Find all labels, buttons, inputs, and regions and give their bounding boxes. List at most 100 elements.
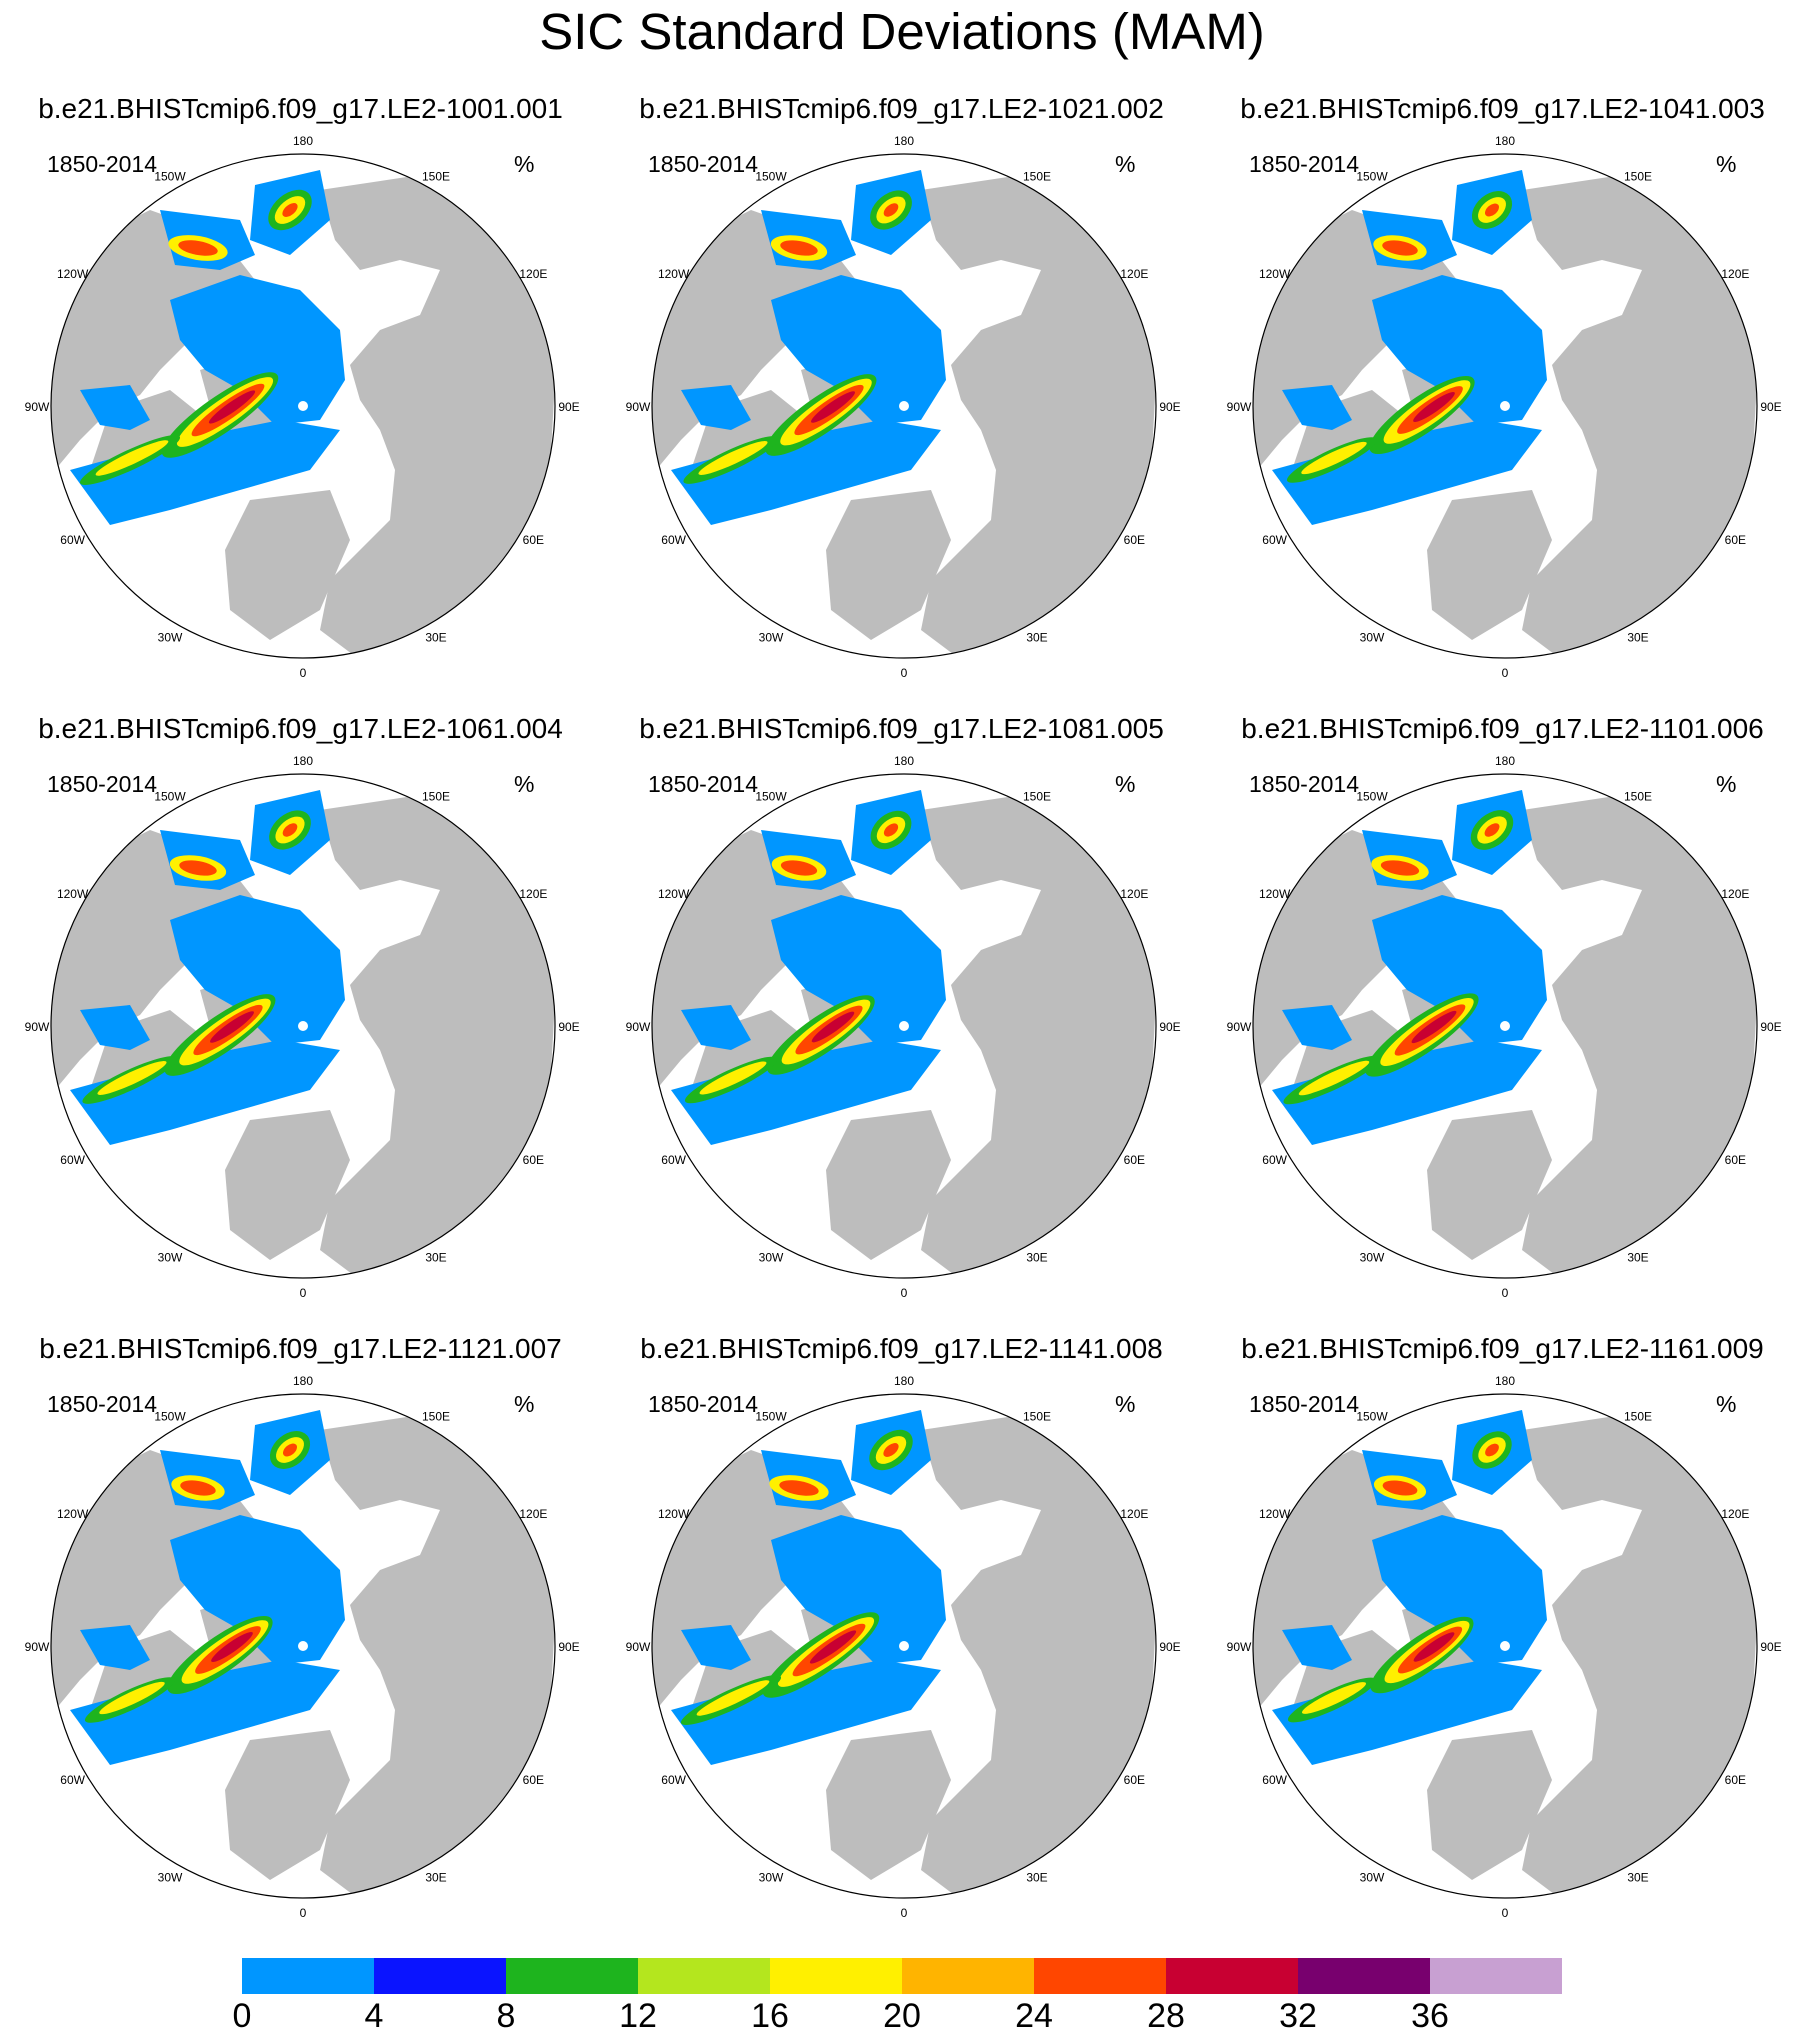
panel-period: 1850-2014 [47,1391,157,1417]
atlantic-sector-ice [671,1040,941,1145]
colorbar-segment [242,1958,374,1994]
panel-period: 1850-2014 [1249,1391,1359,1417]
colorbar-segment [902,1958,1034,1994]
lon-label: 60W [1262,1153,1287,1167]
colorbar-label: 32 [1279,1997,1317,2035]
panel-period: 1850-2014 [648,771,758,797]
panel-title: b.e21.BHISTcmip6.f09_g17.LE2-1041.003 [1240,93,1765,124]
lon-label: 60W [60,1153,85,1167]
panel-units: % [514,771,535,797]
lon-label: 180 [1495,134,1515,148]
lon-label: 90W [1227,1640,1252,1654]
eurasia-land [320,175,555,658]
lon-label: 30W [1360,630,1385,644]
lon-label: 120E [1120,887,1148,901]
lon-label: 180 [293,754,313,768]
okhotsk-band-orange [282,203,298,217]
hudson-bay-ice [80,385,150,430]
lon-label: 90W [1227,400,1252,414]
eurasia-land [320,795,555,1278]
lon-label: 30E [1627,1870,1648,1884]
lon-label: 90W [626,1640,651,1654]
atlantic-sector-ice [70,1660,340,1765]
panel-title: b.e21.BHISTcmip6.f09_g17.LE2-1161.009 [1241,1333,1764,1364]
lon-label: 90W [626,400,651,414]
panel-title: b.e21.BHISTcmip6.f09_g17.LE2-1141.008 [640,1333,1163,1364]
panel-title: b.e21.BHISTcmip6.f09_g17.LE2-1061.004 [38,713,563,744]
lon-label: 180 [894,134,914,148]
scandinavia-land [225,1110,350,1260]
lon-label: 30W [158,630,183,644]
lon-label: 30E [1026,1870,1047,1884]
okhotsk-band-orange [1484,823,1500,837]
lon-label: 60W [1262,1773,1287,1787]
lon-label: 180 [894,1374,914,1388]
lon-label: 150E [1624,170,1652,184]
lon-label: 120W [57,1507,89,1521]
lon-label: 90E [1760,400,1781,414]
panel-period: 1850-2014 [1249,151,1359,177]
lon-label: 0 [901,1906,908,1920]
colorbar [242,1958,1562,1994]
colorbar-segment [506,1958,638,1994]
lon-label: 60W [661,1153,686,1167]
lon-label: 0 [300,1286,307,1300]
lon-label: 0 [300,1906,307,1920]
panel-period: 1850-2014 [648,151,758,177]
eurasia-land [1522,795,1757,1278]
north-pole-hole [298,1021,308,1031]
lon-label: 120E [1120,267,1148,281]
panel-units: % [1716,1391,1737,1417]
map-boundary [50,1393,556,1899]
panel-units: % [1716,771,1737,797]
bering-band-orange [178,240,218,256]
lon-label: 120E [1721,267,1749,281]
lon-label: 150W [755,170,787,184]
panel-title: b.e21.BHISTcmip6.f09_g17.LE2-1001.001 [38,93,563,124]
labrador-band-yellow [1301,441,1367,475]
lon-label: 150E [1624,790,1652,804]
north-pole-hole [1500,1021,1510,1031]
polar-map: 180 150E 120E 90E 60E 30E 0 30W 60W 90W 120W 150W [1227,134,1782,680]
north-pole-hole [1500,401,1510,411]
lon-label: 120E [519,1507,547,1521]
map-boundary [1252,1393,1758,1899]
lon-label: 90E [558,1640,579,1654]
colorbar-label: 24 [1015,1997,1053,2035]
colorbar-label: 0 [232,1997,252,2035]
labrador-band-yellow [97,1061,167,1095]
okhotsk-band-orange [883,203,899,217]
colorbar-label: 12 [619,1997,657,2035]
arctic-basin-ice [1372,1515,1547,1665]
hudson-bay-ice [681,1005,751,1050]
bering-band-orange [780,240,818,256]
colorbar-segment [374,1958,506,1994]
lon-label: 60E [523,1773,544,1787]
colorbar-label: 8 [496,1997,516,2035]
lon-label: 30E [1026,630,1047,644]
lon-label: 90W [626,1020,651,1034]
panel-units: % [514,1391,535,1417]
map-boundary [50,153,556,659]
panel-title: b.e21.BHISTcmip6.f09_g17.LE2-1101.006 [1241,713,1764,744]
lon-label: 150E [1624,1410,1652,1424]
okhotsk-band-orange [1485,1443,1499,1457]
lon-label: 90E [1760,1640,1781,1654]
lon-label: 60E [1124,533,1145,547]
panel-period: 1850-2014 [47,151,157,177]
lon-label: 150W [1356,170,1388,184]
eurasia-land [1522,1415,1757,1898]
eurasia-land [1522,175,1757,658]
arctic-basin-ice [771,895,946,1045]
barents-band-red [809,1630,857,1664]
panel-title: b.e21.BHISTcmip6.f09_g17.LE2-1121.007 [39,1333,562,1364]
polar-map: 180 150E 120E 90E 60E 30E 0 30W 60W 90W 120W 150W [25,134,580,680]
labrador-band-yellow [99,1681,165,1715]
panel-period: 1850-2014 [1249,771,1359,797]
lon-label: 180 [1495,1374,1515,1388]
colorbar-segment [1034,1958,1166,1994]
lon-label: 120W [658,267,690,281]
lon-label: 90E [1760,1020,1781,1034]
lon-label: 150W [154,790,186,804]
barents-band-red [1413,391,1455,423]
